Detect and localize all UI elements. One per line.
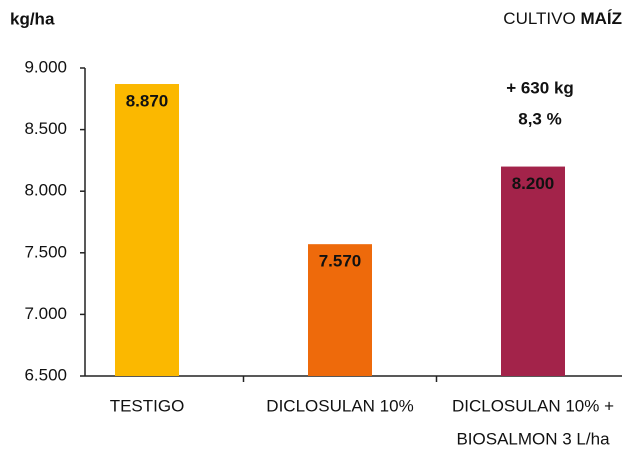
- y-tick-label: 8.500: [24, 119, 67, 138]
- bar: [115, 84, 179, 377]
- y-axis-label: kg/ha: [10, 9, 55, 28]
- x-tick-label: TESTIGO: [110, 396, 185, 415]
- value-label: 7.570: [319, 252, 362, 271]
- y-tick-label: 7.500: [24, 242, 67, 261]
- y-tick-label: 8.000: [24, 181, 67, 200]
- value-label: 8.870: [126, 92, 169, 111]
- title-part: CULTIVO: [503, 9, 575, 28]
- y-tick-label: 6.500: [24, 365, 67, 384]
- y-tick-label: 9.000: [24, 57, 67, 76]
- x-tick-label: DICLOSULAN 10%: [266, 396, 413, 415]
- x-tick-label: DICLOSULAN 10% +: [452, 396, 614, 415]
- chart-title: CULTIVO MAÍZ: [503, 9, 622, 28]
- bar: [501, 166, 565, 376]
- value-label: 8.200: [512, 174, 555, 193]
- annotation: + 630 kg: [506, 78, 574, 97]
- y-tick-label: 7.000: [24, 304, 67, 323]
- x-tick-label: BIOSALMON 3 L/ha: [456, 429, 610, 448]
- annotation: 8,3 %: [518, 109, 561, 128]
- title-part: MAÍZ: [580, 9, 622, 28]
- bar: [308, 244, 372, 376]
